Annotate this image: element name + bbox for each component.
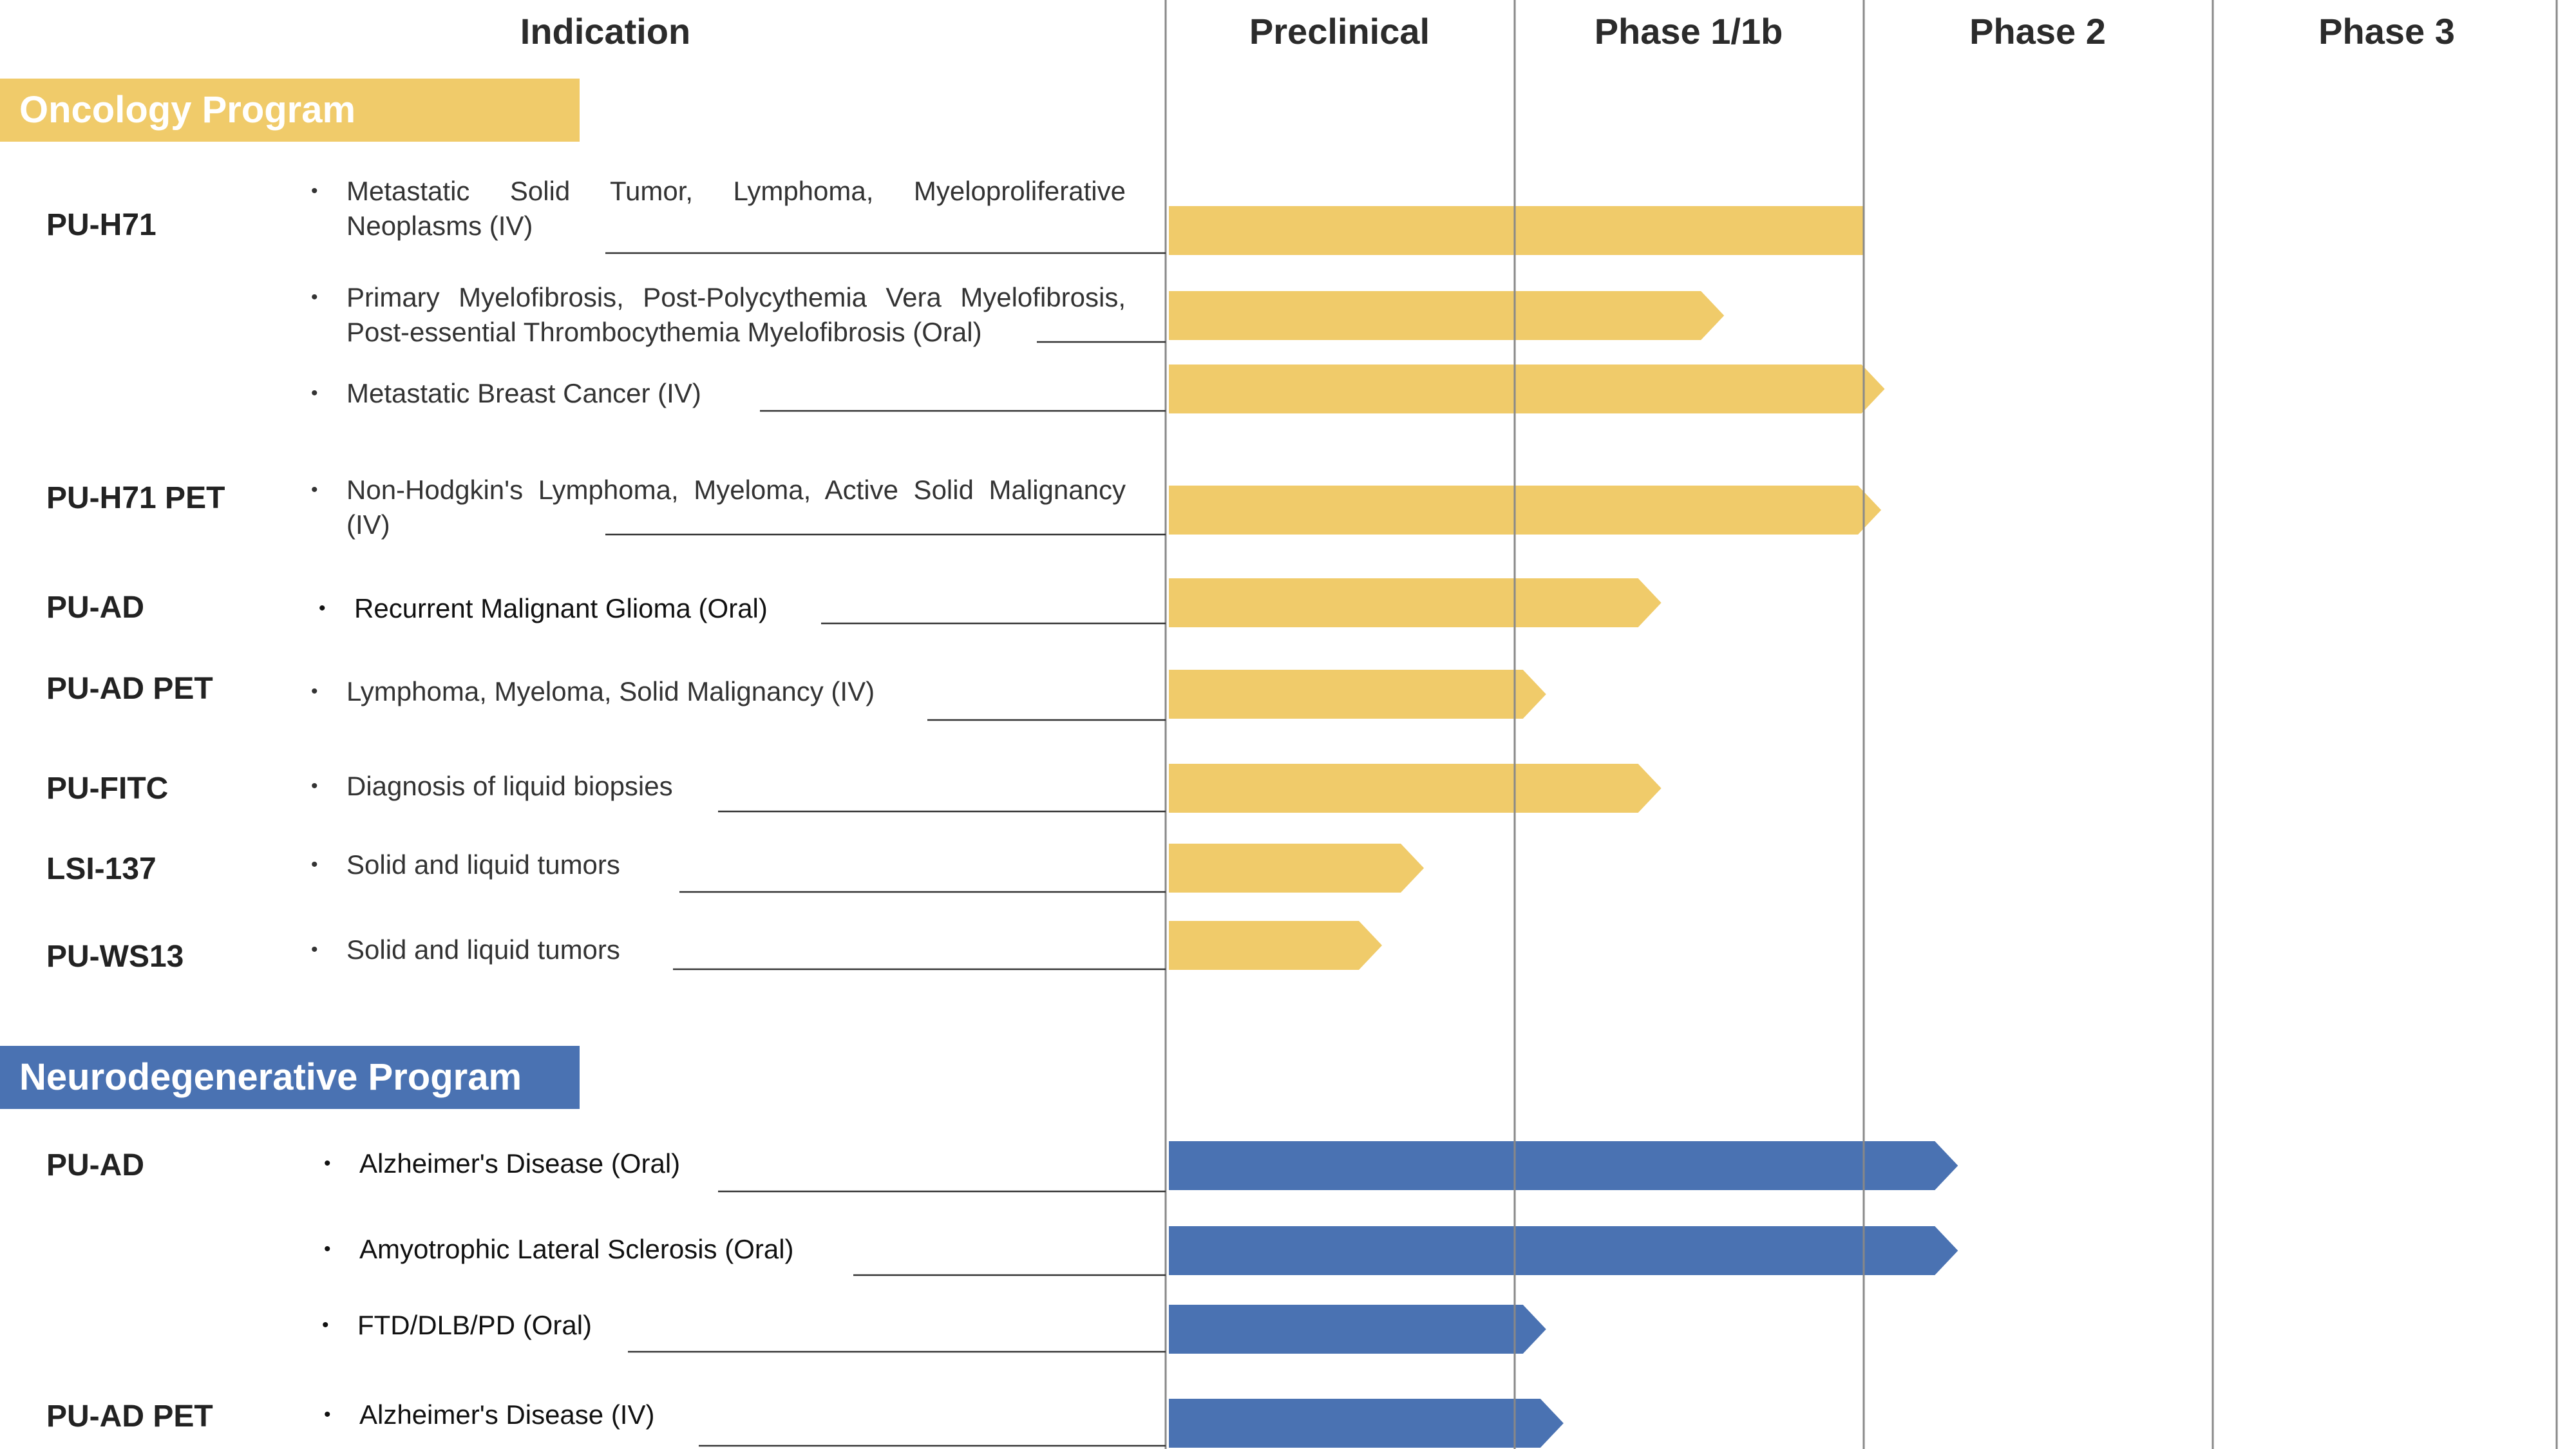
header-phase-3: Phase 3 xyxy=(2318,11,2455,52)
oncology-progress-bar xyxy=(1169,844,1425,893)
indication-item: • Diagnosis of liquid biopsies xyxy=(311,769,1126,804)
indication-item: • Recurrent Malignant Glioma (Oral) xyxy=(319,591,1133,626)
indication-item: • Lymphoma, Myeloma, Solid Malignancy (I… xyxy=(311,674,1126,709)
bullet-icon: • xyxy=(311,775,318,797)
oncology-program-banner: Oncology Program xyxy=(0,79,580,142)
bullet-icon: • xyxy=(311,180,318,202)
oncology-progress-bar xyxy=(1169,365,1885,413)
bullet-icon: • xyxy=(322,1314,329,1336)
neuro-progress-bar xyxy=(1169,1141,1958,1190)
drug-label-lsi-137: LSI-137 xyxy=(46,852,156,886)
bullet-icon: • xyxy=(311,939,318,960)
bullet-icon: • xyxy=(319,598,326,619)
bullet-icon: • xyxy=(324,1153,331,1174)
indication-item: • Metastatic Breast Cancer (IV) xyxy=(311,376,1126,411)
drug-label-pu-h71-pet: PU-H71 PET xyxy=(46,481,225,515)
neuro-progress-bar xyxy=(1169,1226,1958,1275)
header-phase-1-1b: Phase 1/1b xyxy=(1594,11,1783,52)
bullet-icon: • xyxy=(311,287,318,308)
drug-label-pu-ad-neuro: PU-AD xyxy=(46,1148,144,1182)
indication-item: • Primary Myelofibrosis, Post-Polycythem… xyxy=(311,280,1126,350)
drug-label-pu-ad-pet-neuro: PU-AD PET xyxy=(46,1399,213,1434)
neuro-progress-bar xyxy=(1169,1305,1546,1354)
indication-item: • Amyotrophic Lateral Sclerosis (Oral) xyxy=(324,1232,1139,1267)
oncology-progress-bar xyxy=(1169,670,1546,719)
oncology-progress-bar xyxy=(1169,206,1864,255)
header-indication: Indication xyxy=(520,11,691,52)
drug-label-pu-fitc: PU-FITC xyxy=(46,772,169,806)
indication-item: • Alzheimer's Disease (IV) xyxy=(324,1397,1139,1432)
oncology-progress-bar xyxy=(1169,291,1725,340)
drug-label-pu-ad: PU-AD xyxy=(46,591,144,625)
drug-label-pu-ad-pet: PU-AD PET xyxy=(46,672,213,706)
bullet-icon: • xyxy=(324,1404,331,1425)
header-preclinical: Preclinical xyxy=(1249,11,1430,52)
oncology-progress-bar xyxy=(1169,578,1662,627)
bullet-icon: • xyxy=(311,681,318,702)
bullet-icon: • xyxy=(324,1238,331,1260)
indication-item: • Solid and liquid tumors xyxy=(311,933,1126,967)
indication-item: • FTD/DLB/PD (Oral) xyxy=(322,1308,1137,1343)
bullet-icon: • xyxy=(311,854,318,875)
indication-item: • Alzheimer's Disease (Oral) xyxy=(324,1146,1139,1181)
bullet-icon: • xyxy=(311,383,318,404)
indication-item: • Metastatic Solid Tumor, Lymphoma, Myel… xyxy=(311,174,1126,243)
oncology-progress-bar xyxy=(1169,921,1383,970)
header-phase-2: Phase 2 xyxy=(1969,11,2106,52)
indication-item: • Non-Hodgkin's Lymphoma, Myeloma, Activ… xyxy=(311,473,1126,542)
neurodegenerative-program-banner: Neurodegenerative Program xyxy=(0,1046,580,1109)
drug-label-pu-h71: PU-H71 xyxy=(46,208,156,242)
drug-label-pu-ws13: PU-WS13 xyxy=(46,940,184,974)
bullet-icon: • xyxy=(311,479,318,500)
indication-item: • Solid and liquid tumors xyxy=(311,848,1126,882)
oncology-progress-bar xyxy=(1169,764,1662,813)
neuro-progress-bar xyxy=(1169,1399,1564,1448)
oncology-progress-bar xyxy=(1169,486,1882,535)
